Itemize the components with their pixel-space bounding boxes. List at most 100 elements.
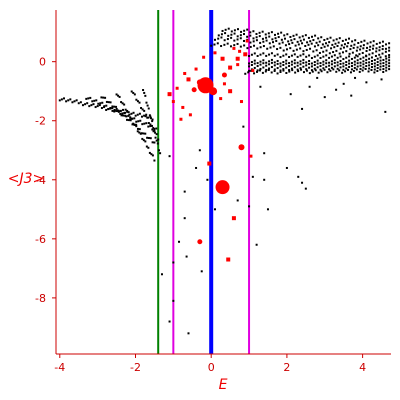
- data-point-black: [259, 41, 262, 44]
- data-point-black: [295, 33, 298, 36]
- data-point-black: [341, 71, 344, 74]
- data-point-black: [268, 42, 271, 45]
- data-point-black: [312, 50, 315, 53]
- data-point-black: [363, 39, 366, 42]
- data-point-black: [150, 153, 153, 156]
- data-point-black: [293, 62, 296, 65]
- data-point-black: [94, 106, 97, 109]
- data-point-black: [97, 102, 100, 105]
- data-point-black: [132, 111, 135, 114]
- data-point-black: [370, 59, 373, 62]
- data-point-black: [359, 57, 362, 60]
- data-point-black: [144, 140, 147, 143]
- data-point-black: [319, 56, 322, 59]
- data-point-black: [220, 45, 223, 48]
- data-point-black: [185, 255, 188, 258]
- data-point-black: [60, 98, 63, 101]
- data-point-black: [299, 54, 302, 57]
- data-point-black: [315, 49, 318, 52]
- data-point-black: [273, 33, 276, 36]
- data-point-black: [265, 68, 268, 71]
- data-point-black: [220, 36, 223, 39]
- data-point-black: [342, 68, 345, 71]
- data-point-black: [328, 56, 331, 59]
- data-point-black: [282, 68, 285, 71]
- data-point-black: [246, 28, 249, 31]
- data-point-black: [115, 107, 118, 110]
- data-point-black: [157, 149, 160, 152]
- data-point-black: [144, 132, 147, 135]
- x-axis-title: E: [219, 377, 228, 393]
- data-point-black: [373, 68, 376, 71]
- axes: [55, 10, 391, 355]
- data-point-black: [157, 138, 160, 141]
- data-point-red: [221, 72, 227, 78]
- data-point-black: [262, 45, 265, 48]
- data-point-black: [382, 71, 385, 74]
- data-point-black: [249, 34, 252, 37]
- red-points-series: [167, 39, 255, 262]
- data-point-black: [388, 49, 391, 52]
- data-point-black: [233, 32, 236, 35]
- data-point-black: [255, 243, 258, 246]
- data-point-black: [146, 104, 149, 107]
- data-point-red: [215, 180, 230, 195]
- data-point-black: [86, 102, 89, 105]
- data-point-black: [305, 61, 308, 64]
- data-point-black: [104, 96, 107, 99]
- data-point-black: [368, 67, 371, 70]
- data-point-black: [310, 69, 313, 72]
- data-point-black: [301, 42, 304, 45]
- data-point-black: [280, 31, 283, 34]
- data-point-red: [238, 49, 242, 53]
- data-point-black: [287, 40, 290, 43]
- data-point-black: [371, 52, 374, 55]
- data-point-black: [285, 48, 288, 51]
- data-point-black: [339, 66, 342, 69]
- data-point-black: [248, 62, 251, 65]
- data-point-red: [231, 216, 236, 221]
- data-point-black: [288, 62, 291, 65]
- data-point-black: [226, 42, 229, 45]
- data-point-black: [372, 40, 375, 43]
- data-point-black: [345, 63, 348, 66]
- data-point-black: [273, 61, 276, 64]
- data-point-black: [270, 61, 273, 64]
- data-point-black: [221, 29, 224, 32]
- data-point-black: [310, 57, 313, 60]
- data-point-black: [379, 68, 382, 71]
- data-point-black: [129, 119, 132, 122]
- data-point-black: [370, 62, 373, 65]
- data-point-black: [385, 66, 388, 69]
- data-point-black: [305, 69, 308, 72]
- data-point-black: [282, 49, 285, 52]
- data-point-black: [113, 105, 116, 108]
- data-point-black: [336, 64, 339, 67]
- data-point-black: [151, 120, 154, 123]
- data-point-black: [370, 56, 373, 59]
- data-point-black: [262, 52, 265, 55]
- data-point-black: [388, 62, 391, 65]
- data-point-black: [292, 34, 295, 37]
- data-point-black: [249, 45, 252, 48]
- data-point-black: [103, 105, 106, 108]
- data-point-black: [279, 65, 282, 68]
- data-point-black: [319, 65, 322, 68]
- data-point-black: [316, 54, 319, 57]
- data-point-black: [270, 71, 273, 74]
- data-point-black: [113, 110, 116, 113]
- data-point-black: [140, 106, 143, 109]
- data-point-black: [301, 107, 304, 110]
- data-point-black: [243, 44, 246, 47]
- data-point-black: [290, 39, 293, 42]
- data-point-black: [230, 30, 233, 33]
- data-point-black: [233, 39, 236, 42]
- data-point-black: [372, 44, 375, 47]
- data-point-black: [198, 149, 201, 152]
- x-tick-label: -2: [130, 361, 141, 374]
- data-point-black: [342, 62, 345, 65]
- data-point-black: [253, 72, 256, 75]
- data-point-black: [285, 72, 288, 74]
- data-point-black: [138, 131, 141, 134]
- data-point-black: [348, 65, 351, 68]
